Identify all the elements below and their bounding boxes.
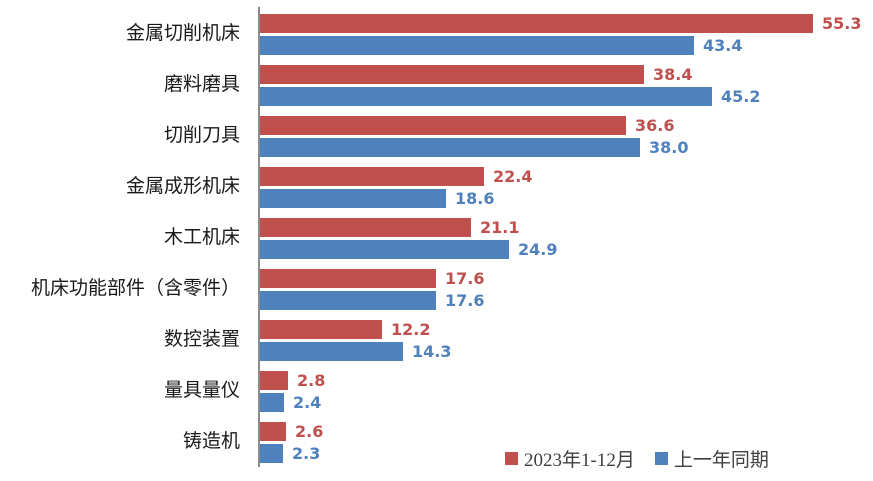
bar-prev-year	[260, 393, 284, 412]
category-label: 磨料磨具	[163, 74, 240, 96]
value-label-prev-year: 2.4	[293, 393, 322, 412]
category-group: 金属成形机床 22.4 18.6	[0, 167, 861, 208]
category-label: 金属切削机床	[125, 23, 240, 45]
bar-pair: 17.6 17.6	[260, 269, 484, 310]
bar-row: 38.0	[260, 138, 688, 157]
value-label-2023: 2.6	[295, 422, 324, 441]
bar-row: 43.4	[260, 36, 861, 55]
bar-2023	[260, 167, 484, 186]
category-label: 机床功能部件（含零件）	[30, 278, 240, 300]
bar-row: 2.6	[260, 422, 323, 441]
bar-prev-year	[260, 138, 640, 157]
bar-prev-year	[260, 240, 509, 259]
category-group: 金属切削机床 55.3 43.4	[0, 14, 861, 55]
y-axis-line	[258, 7, 260, 467]
bar-row: 36.6	[260, 116, 688, 135]
bar-pair: 38.4 45.2	[260, 65, 760, 106]
value-label-prev-year: 18.6	[455, 189, 495, 208]
bar-pair: 2.6 2.3	[260, 422, 323, 463]
bar-row: 24.9	[260, 240, 557, 259]
bar-row: 18.6	[260, 189, 532, 208]
bar-row: 17.6	[260, 269, 484, 288]
value-label-prev-year: 38.0	[649, 138, 689, 157]
bar-prev-year	[260, 189, 446, 208]
bar-row: 45.2	[260, 87, 760, 106]
category-label: 金属成形机床	[125, 176, 240, 198]
plot-area: 金属切削机床 55.3 43.4 磨料磨具 38.4 45.2 切削刀具 36.6 38.0 金属…	[0, 14, 861, 473]
value-label-2023: 36.6	[635, 116, 675, 135]
bar-pair: 2.8 2.4	[260, 371, 325, 412]
category-label: 量具量仪	[163, 380, 240, 402]
value-label-prev-year: 43.4	[703, 36, 743, 55]
category-label: 木工机床	[163, 227, 240, 249]
bar-prev-year	[260, 444, 283, 463]
bar-2023	[260, 116, 626, 135]
bar-row: 22.4	[260, 167, 532, 186]
bar-pair: 22.4 18.6	[260, 167, 532, 208]
value-label-2023: 12.2	[391, 320, 431, 339]
bar-pair: 21.1 24.9	[260, 218, 557, 259]
value-label-2023: 2.8	[297, 371, 326, 390]
category-group: 铸造机 2.6 2.3	[0, 422, 861, 463]
bar-pair: 36.6 38.0	[260, 116, 688, 157]
value-label-prev-year: 24.9	[518, 240, 558, 259]
value-label-prev-year: 45.2	[721, 87, 761, 106]
value-label-2023: 22.4	[493, 167, 533, 186]
legend-swatch-2023	[505, 452, 518, 465]
bar-row: 38.4	[260, 65, 760, 84]
bar-2023	[260, 14, 813, 33]
bar-prev-year	[260, 291, 436, 310]
bar-2023	[260, 65, 644, 84]
legend-label-prev-year: 上一年同期	[673, 450, 769, 471]
value-label-prev-year: 17.6	[445, 291, 485, 310]
bar-prev-year	[260, 36, 694, 55]
legend-swatch-prev-year	[654, 452, 668, 465]
bar-row: 21.1	[260, 218, 557, 237]
bar-prev-year	[260, 87, 712, 106]
value-label-2023: 17.6	[445, 269, 485, 288]
category-label: 切削刀具	[163, 125, 240, 147]
bar-row: 12.2	[260, 320, 451, 339]
legend-item-prev-year: 上一年同期	[654, 445, 769, 472]
bar-row: 2.8	[260, 371, 325, 390]
value-label-2023: 38.4	[653, 65, 693, 84]
bar-2023	[260, 371, 288, 390]
category-group: 数控装置 12.2 14.3	[0, 320, 861, 361]
bar-2023	[260, 422, 286, 441]
value-label-2023: 55.3	[822, 14, 862, 33]
bar-prev-year	[260, 342, 403, 361]
bar-pair: 12.2 14.3	[260, 320, 451, 361]
bar-pair: 55.3 43.4	[260, 14, 861, 55]
bar-row: 2.3	[260, 444, 323, 463]
bar-2023	[260, 320, 382, 339]
category-group: 木工机床 21.1 24.9	[0, 218, 861, 259]
category-label: 铸造机	[182, 431, 240, 453]
bar-row: 2.4	[260, 393, 325, 412]
bar-row: 55.3	[260, 14, 861, 33]
legend: 2023年1-12月 上一年同期	[505, 445, 769, 472]
bar-row: 14.3	[260, 342, 451, 361]
category-label: 数控装置	[163, 329, 240, 351]
category-group: 切削刀具 36.6 38.0	[0, 116, 861, 157]
legend-label-2023: 2023年1-12月	[524, 450, 635, 471]
value-label-2023: 21.1	[480, 218, 520, 237]
bar-2023	[260, 269, 436, 288]
bar-2023	[260, 218, 471, 237]
category-group: 量具量仪 2.8 2.4	[0, 371, 861, 412]
value-label-prev-year: 14.3	[412, 342, 452, 361]
category-group: 机床功能部件（含零件） 17.6 17.6	[0, 269, 861, 310]
legend-item-2023: 2023年1-12月	[505, 445, 635, 472]
category-group: 磨料磨具 38.4 45.2	[0, 65, 861, 106]
bar-row: 17.6	[260, 291, 484, 310]
value-label-prev-year: 2.3	[292, 444, 321, 463]
